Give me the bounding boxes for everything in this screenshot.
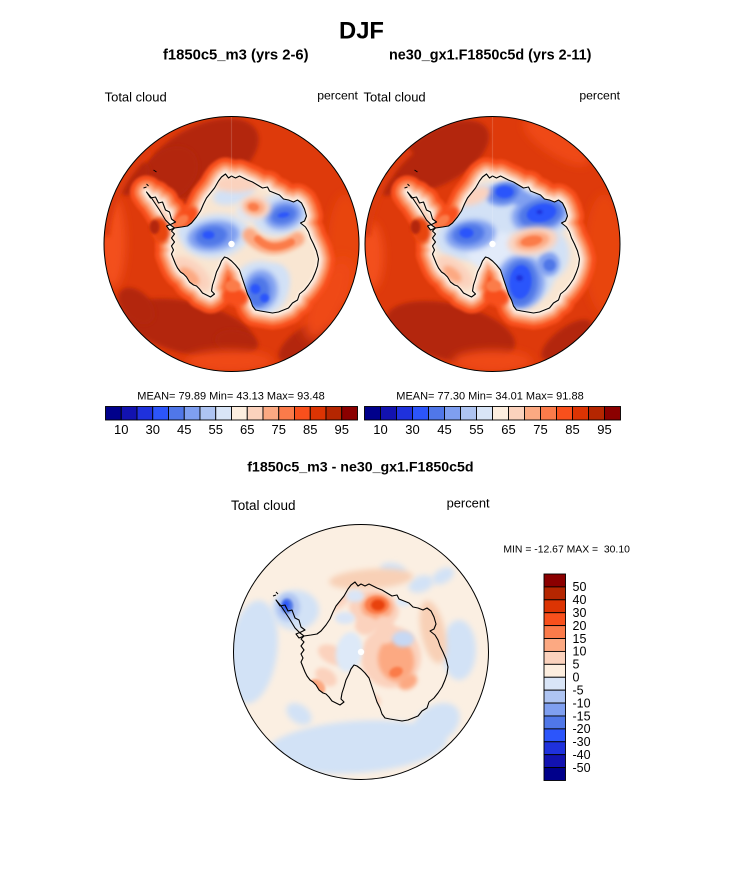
svg-text:10: 10 [373, 422, 387, 437]
svg-text:30: 30 [405, 422, 419, 437]
svg-text:55: 55 [209, 422, 223, 437]
svg-text:percent: percent [317, 88, 358, 102]
svg-text:MIN = -12.67 MAX = 30.10: MIN = -12.67 MAX = 30.10 [503, 545, 630, 556]
svg-text:50: 50 [573, 580, 587, 594]
svg-text:45: 45 [437, 422, 451, 437]
svg-text:30: 30 [146, 422, 160, 437]
svg-text:10: 10 [573, 645, 587, 659]
svg-text:65: 65 [501, 422, 515, 437]
svg-text:0: 0 [573, 671, 580, 685]
svg-text:ne30_gx1.F1850c5d (yrs 2-11): ne30_gx1.F1850c5d (yrs 2-11) [389, 48, 592, 64]
svg-text:55: 55 [469, 422, 483, 437]
svg-text:5: 5 [573, 658, 580, 672]
svg-text:-50: -50 [573, 761, 591, 775]
svg-text:95: 95 [335, 422, 349, 437]
svg-text:Total cloud: Total cloud [364, 89, 426, 104]
svg-text:-5: -5 [573, 683, 584, 697]
svg-text:f1850c5_m3 - ne30_gx1.F1850c5d: f1850c5_m3 - ne30_gx1.F1850c5d [247, 460, 473, 476]
svg-text:45: 45 [177, 422, 191, 437]
svg-text:Total cloud: Total cloud [231, 498, 296, 513]
svg-text:MEAN= 79.89 Min= 43.13 Max= 93: MEAN= 79.89 Min= 43.13 Max= 93.48 [137, 391, 324, 403]
svg-text:15: 15 [573, 632, 587, 646]
svg-text:DJF: DJF [339, 18, 384, 45]
svg-text:-30: -30 [573, 735, 591, 749]
svg-text:percent: percent [447, 495, 490, 510]
svg-text:30: 30 [573, 606, 587, 620]
svg-text:20: 20 [573, 619, 587, 633]
svg-text:percent: percent [579, 88, 620, 102]
svg-text:75: 75 [272, 422, 286, 437]
svg-text:Total cloud: Total cloud [105, 89, 167, 104]
svg-text:-40: -40 [573, 748, 591, 762]
svg-text:95: 95 [597, 422, 611, 437]
svg-text:65: 65 [240, 422, 254, 437]
svg-text:f1850c5_m3 (yrs 2-6): f1850c5_m3 (yrs 2-6) [163, 48, 309, 64]
svg-text:-20: -20 [573, 722, 591, 736]
svg-text:40: 40 [573, 593, 587, 607]
svg-text:MEAN= 77.30 Min= 34.01 Max= 91: MEAN= 77.30 Min= 34.01 Max= 91.88 [396, 391, 583, 403]
svg-text:85: 85 [565, 422, 579, 437]
svg-text:85: 85 [303, 422, 317, 437]
svg-text:75: 75 [533, 422, 547, 437]
svg-text:-15: -15 [573, 709, 591, 723]
svg-text:-10: -10 [573, 696, 591, 710]
svg-text:10: 10 [114, 422, 128, 437]
